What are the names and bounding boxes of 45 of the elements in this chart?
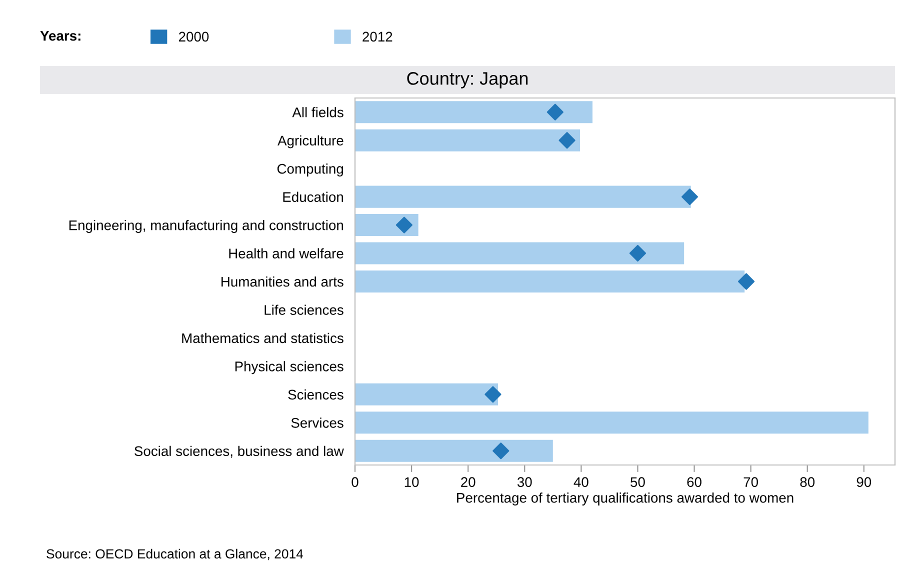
point xyxy=(558,132,576,149)
y-tick-label: Life sciences xyxy=(264,304,344,315)
x-tick-label: 30 xyxy=(517,477,532,488)
x-tick-label: 40 xyxy=(574,477,588,488)
point xyxy=(738,273,755,290)
x-axis-title: Percentage of tertiary qualifications awarded to women xyxy=(457,492,794,506)
x-tick-label: 90 xyxy=(856,477,872,488)
y-tick-label: Health and welfare xyxy=(229,248,344,258)
bar xyxy=(355,412,868,434)
bar xyxy=(355,242,684,264)
legend-title: Years: xyxy=(40,31,80,41)
point xyxy=(396,216,412,234)
legend-label: 2012 xyxy=(362,32,392,42)
point xyxy=(484,386,502,403)
point xyxy=(681,188,698,206)
bar xyxy=(355,186,691,208)
bar xyxy=(355,383,498,406)
x-tick-label: 80 xyxy=(800,477,815,488)
y-tick-label: Physical sciences xyxy=(235,361,344,374)
point xyxy=(492,442,510,460)
bar xyxy=(355,440,553,462)
legend-label: 2000 xyxy=(178,32,209,42)
x-tick-label: 10 xyxy=(404,477,419,488)
x-tick-label: 0 xyxy=(352,477,358,488)
y-tick-label: Services xyxy=(291,418,344,428)
x-tick-label: 70 xyxy=(744,477,758,488)
point xyxy=(629,244,646,262)
y-tick-label: Computing xyxy=(277,164,343,176)
y-tick-label: All fields xyxy=(292,107,344,118)
x-tick-label: 50 xyxy=(630,477,645,488)
source-note: Source: OECD Education at a Glance, 2014 xyxy=(46,548,304,560)
y-tick-label: Education xyxy=(283,192,343,202)
bar xyxy=(355,270,745,293)
y-tick-label: Humanities and arts xyxy=(222,276,344,287)
y-tick-label: Social sciences, business and law xyxy=(134,446,344,458)
y-tick-label: Sciences xyxy=(288,389,344,400)
y-tick-label: Mathematics and statistics xyxy=(182,332,344,344)
x-tick-label: 60 xyxy=(687,477,702,488)
bar xyxy=(355,101,592,124)
y-tick-label: Agriculture xyxy=(278,135,344,148)
point xyxy=(546,104,564,120)
chart-title: Country: Japan xyxy=(407,72,528,88)
bar xyxy=(355,129,580,152)
x-tick-label: 20 xyxy=(461,477,476,488)
y-tick-label: Engineering, manufacturing and construction xyxy=(69,220,344,233)
